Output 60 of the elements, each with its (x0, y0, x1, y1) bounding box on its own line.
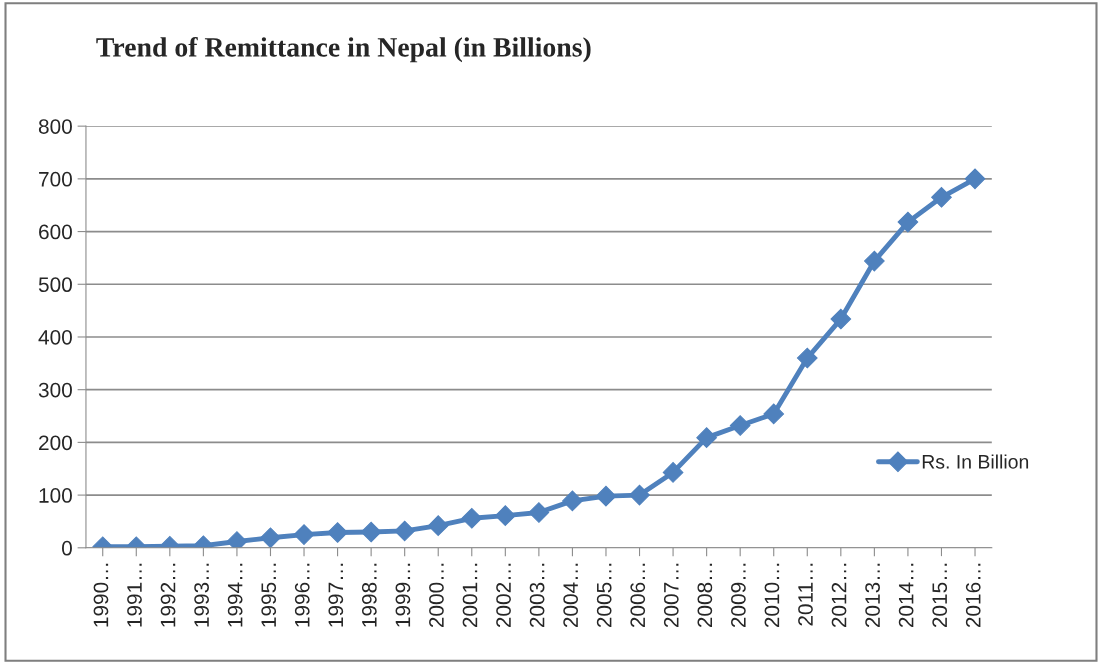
x-tick-label: 2014… (898, 563, 914, 628)
point (629, 484, 650, 506)
x-tick-label: 2012… (831, 563, 847, 628)
y-tick-label: 500 (38, 277, 72, 293)
point (494, 505, 516, 526)
x-tick-label: 2016… (965, 563, 981, 628)
x-tick-label: 2000… (429, 563, 444, 628)
point (897, 211, 919, 233)
chart-title: Trend of Remittance in Nepal (in Billions) (96, 36, 591, 63)
point (327, 522, 348, 543)
x-tick-label: 2001… (462, 563, 478, 628)
point (595, 485, 617, 507)
x-tick-label: 1997… (328, 563, 344, 627)
point (931, 186, 952, 208)
x-tick-label: 2011… (798, 563, 813, 626)
point (293, 524, 315, 545)
y-tick-label: 400 (38, 329, 72, 345)
point (696, 427, 717, 448)
point (562, 490, 583, 512)
x-tick-label: 1998… (361, 563, 377, 627)
point (662, 462, 684, 483)
x-tick-label: 2009… (731, 563, 746, 628)
x-tick-label: 1993… (194, 563, 209, 627)
y-tick-label: 200 (39, 435, 72, 451)
x-tick-label: 2005… (596, 563, 612, 628)
x-tick-label: 1994… (227, 563, 243, 627)
y-tick-label: 800 (38, 119, 72, 134)
x-tick-label: 2013… (865, 563, 880, 628)
x-tick-label: 1992… (160, 563, 176, 627)
y-tick-label: 700 (39, 171, 72, 187)
x-tick-label: 1996… (294, 563, 310, 627)
point (796, 347, 818, 369)
y-tick-label: 0 (61, 540, 72, 556)
x-tick-label: 2003… (529, 563, 545, 628)
x-tick-label: 2008… (697, 563, 713, 628)
point (964, 168, 986, 190)
point (427, 515, 449, 536)
point (360, 521, 382, 543)
x-tick-label: 1999… (395, 563, 411, 627)
point (394, 520, 416, 542)
point (461, 507, 483, 529)
y-tick-label: 600 (39, 224, 72, 240)
point (763, 403, 785, 425)
point (260, 527, 281, 548)
x-tick-label: 2002… (496, 563, 511, 628)
x-tick-label: 2010… (764, 563, 780, 628)
point (864, 250, 885, 272)
x-tick-label: 2006… (630, 563, 646, 628)
legend-label: Rs. In Billion (922, 454, 1029, 469)
point (528, 502, 550, 523)
x-tick-label: 2007… (663, 563, 679, 628)
x-tick-label: 1995… (261, 563, 277, 627)
point (729, 415, 751, 436)
x-tick-label: 1991… (127, 563, 142, 627)
y-tick-label: 100 (39, 488, 72, 503)
point (830, 308, 852, 330)
x-tick-label: 2015… (932, 563, 948, 628)
x-tick-label: 2004… (563, 563, 579, 628)
x-tick-label: 1990… (93, 563, 109, 627)
y-tick-label: 300 (38, 382, 72, 398)
